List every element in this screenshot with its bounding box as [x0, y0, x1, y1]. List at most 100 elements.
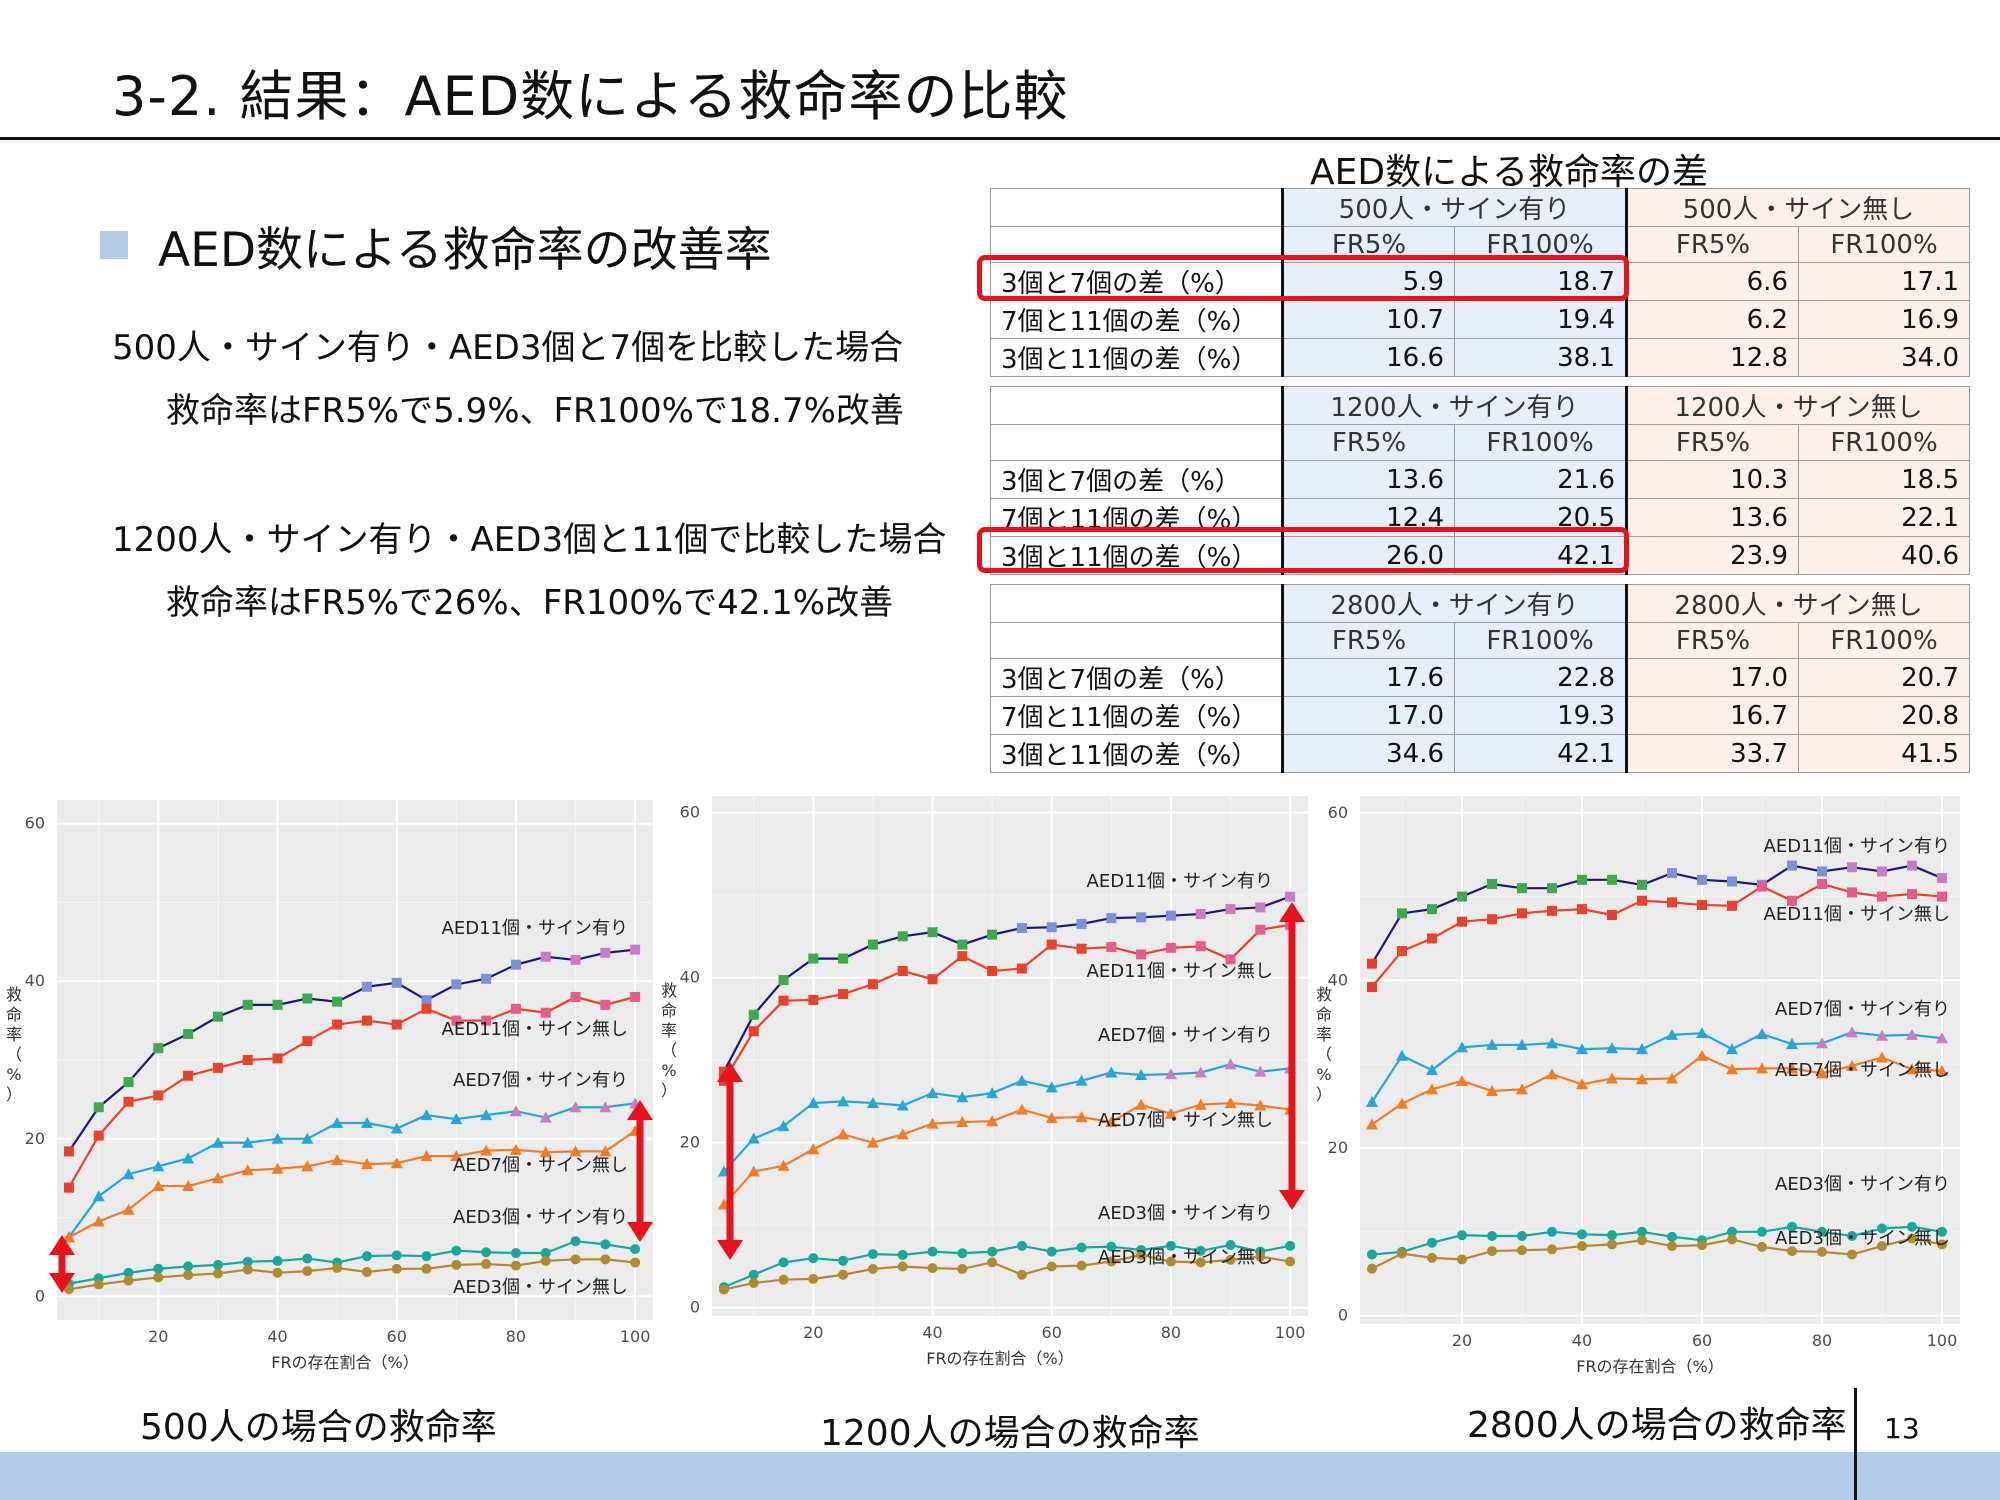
data-point — [1194, 1066, 1207, 1078]
data-point — [182, 1152, 195, 1164]
data-point — [153, 1272, 164, 1283]
data-point — [1457, 1254, 1467, 1265]
data-point — [1135, 1068, 1148, 1080]
sub-header: FR100% — [1798, 226, 1970, 263]
x-tick-label: 20 — [148, 1327, 168, 1346]
data-point — [451, 1245, 462, 1256]
data-point — [1787, 1246, 1797, 1257]
table-cell: 16.7 — [1625, 696, 1799, 735]
data-point — [630, 944, 641, 955]
data-point — [421, 1251, 432, 1262]
table-cell: 18.5 — [1798, 460, 1970, 499]
series-line — [68, 1102, 636, 1238]
data-point — [421, 995, 432, 1006]
table-row: 3個と11個の差（%） 16.6 38.1 12.8 34.0 — [990, 338, 1970, 377]
series-label: AED11個・サイン無し — [442, 1019, 628, 1040]
data-point — [272, 999, 283, 1010]
data-point — [480, 1109, 493, 1121]
data-point — [153, 1090, 164, 1101]
data-point — [1607, 1239, 1617, 1250]
data-point — [1487, 879, 1497, 889]
series-line — [68, 1130, 636, 1239]
data-point — [957, 1263, 968, 1274]
data-point — [1106, 942, 1117, 953]
data-point — [569, 1145, 582, 1157]
data-point — [1367, 958, 1377, 969]
data-point — [897, 965, 908, 976]
data-point — [153, 1263, 164, 1274]
data-point — [241, 1164, 254, 1176]
table-row: 7個と11個の差（%） 10.7 19.4 6.2 16.9 — [990, 300, 1970, 339]
data-point — [123, 1077, 134, 1088]
series-line — [1371, 1054, 1943, 1126]
data-point — [1697, 874, 1707, 885]
table-cell: 16.9 — [1798, 300, 1970, 339]
data-point — [1757, 1226, 1767, 1237]
data-point — [182, 1180, 195, 1192]
data-point — [1847, 1249, 1857, 1260]
table-cell: 16.6 — [1281, 338, 1455, 377]
data-point — [1427, 1252, 1437, 1263]
series-line — [1371, 1225, 1943, 1256]
data-point — [600, 947, 611, 958]
data-point — [1787, 860, 1797, 871]
data-point — [361, 1015, 372, 1026]
x-tick-label: 40 — [922, 1323, 942, 1342]
data-point — [896, 1099, 909, 1111]
data-point — [1547, 883, 1557, 894]
data-point — [1667, 868, 1677, 879]
data-point — [1787, 1221, 1797, 1232]
data-point — [63, 1146, 74, 1157]
table-cell: 34.0 — [1798, 338, 1970, 377]
table-cell: 12.8 — [1625, 338, 1799, 377]
data-point — [570, 954, 581, 965]
data-point — [1396, 1097, 1408, 1109]
data-point — [509, 1105, 522, 1117]
data-point — [360, 1117, 373, 1129]
y-tick-label: 60 — [25, 814, 45, 833]
y-axis-title: 救命率（%） — [661, 981, 677, 1100]
data-point — [1696, 1049, 1708, 1061]
data-point — [1696, 1027, 1708, 1039]
data-point — [1667, 1241, 1677, 1252]
data-point — [332, 996, 343, 1007]
table-cell: 41.5 — [1798, 734, 1970, 773]
data-point — [1936, 1064, 1948, 1076]
data-point — [1426, 1064, 1438, 1076]
data-point — [748, 1277, 759, 1288]
data-point — [1164, 1068, 1177, 1080]
data-point — [1076, 1260, 1087, 1271]
data-point — [390, 1157, 403, 1169]
table-cell: 17.1 — [1798, 262, 1970, 301]
series-line — [723, 1063, 1291, 1173]
table-corner-cell — [990, 584, 1283, 623]
data-point — [1517, 1231, 1527, 1241]
data-point — [1576, 1078, 1588, 1090]
title-divider — [0, 137, 2000, 140]
data-point — [1726, 1043, 1738, 1055]
data-point — [421, 1263, 432, 1274]
table-cell: 18.7 — [1454, 262, 1627, 301]
y-tick-label: 60 — [680, 803, 700, 822]
table-cell: 6.2 — [1625, 300, 1799, 339]
group-header: 2800人・サイン無し — [1625, 584, 1970, 623]
caption-2800: 2800人の場合の救命率 — [1467, 1405, 1847, 1446]
data-point — [510, 1248, 521, 1259]
data-point — [808, 994, 819, 1005]
data-point — [1046, 1246, 1057, 1257]
series-label: AED7個・サイン有り — [453, 1070, 628, 1091]
footer-band — [0, 1452, 2000, 1500]
data-point — [926, 1117, 939, 1129]
table-cell: 13.6 — [1625, 498, 1799, 537]
data-point — [1907, 860, 1917, 871]
data-point — [1225, 1240, 1236, 1251]
data-point — [927, 974, 938, 985]
row-label: 7個と11個の差（%） — [990, 696, 1283, 735]
data-point — [1195, 1257, 1206, 1268]
arrow-head-down-icon — [1279, 1190, 1305, 1210]
data-point — [1577, 1241, 1587, 1252]
series-line — [723, 1101, 1291, 1206]
data-point — [152, 1180, 165, 1192]
series-label: AED3個・サイン無し — [1775, 1228, 1950, 1249]
data-point — [1045, 1111, 1058, 1123]
